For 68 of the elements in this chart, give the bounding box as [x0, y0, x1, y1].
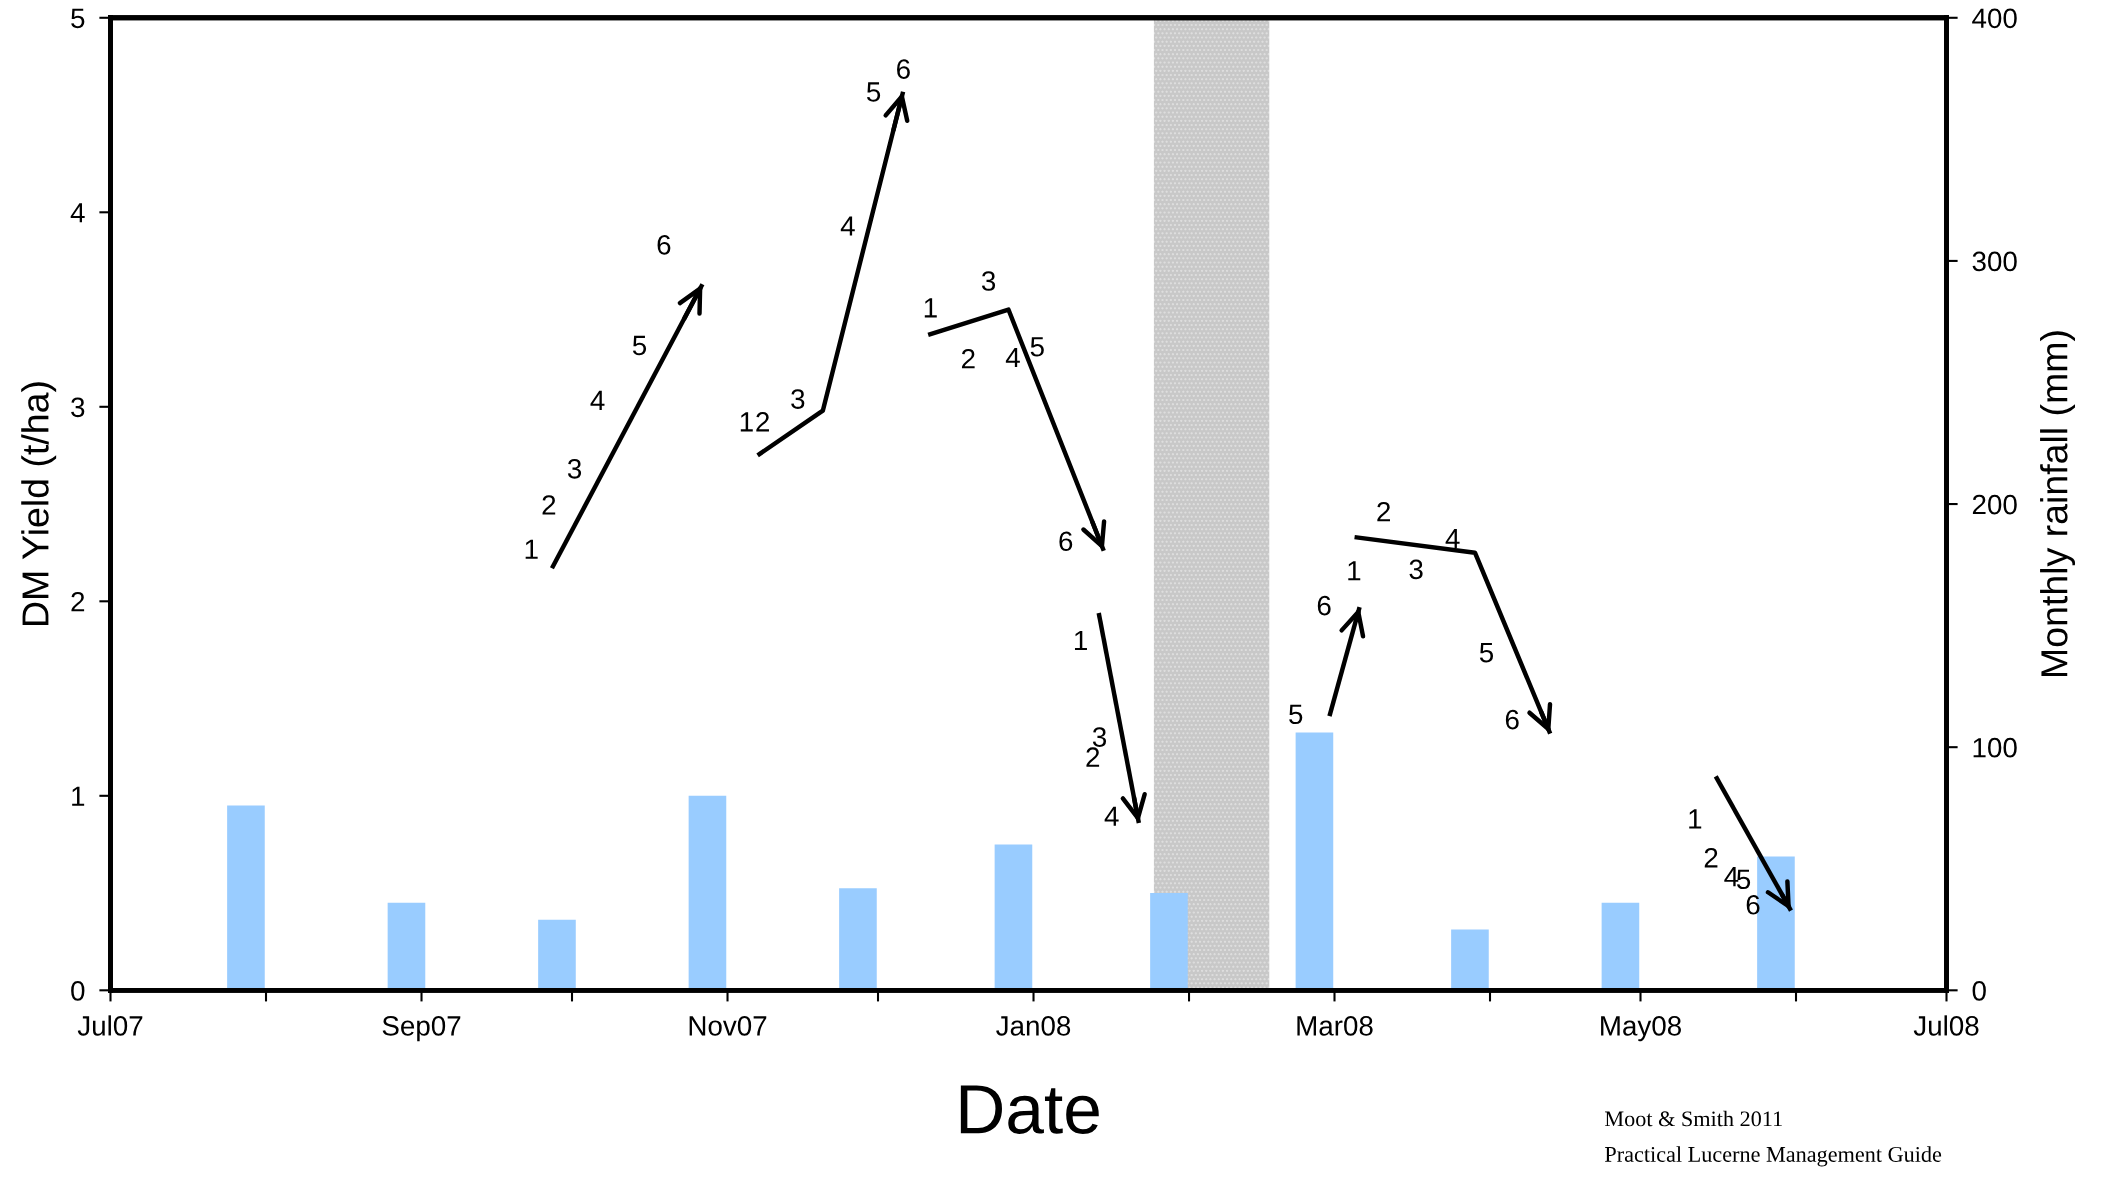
x-tick-label: May08 [1601, 1016, 1681, 1042]
y-tick-label: 5 [71, 8, 85, 29]
bar [227, 805, 265, 991]
text: Moot & Smith 2011 [1605, 1110, 1782, 1127]
annotation: 3 [981, 271, 996, 291]
y2-tick-label: 300 [1972, 251, 2017, 272]
annotation: 1 [740, 412, 753, 432]
x-tick-label: Nov07 [689, 1016, 767, 1036]
annotation: 4 [840, 216, 855, 236]
annotation: 1 [1348, 561, 1361, 581]
annotation: 2 [756, 412, 769, 432]
annotation: 6 [1746, 894, 1760, 915]
annotation: 1 [525, 539, 538, 559]
bar [688, 795, 727, 991]
annotation: 5 [866, 82, 881, 102]
y2-tick-label: 200 [1972, 494, 2017, 515]
annotation: 4 [1445, 529, 1460, 549]
annotation: 2 [1086, 747, 1100, 767]
annotation: 3 [791, 389, 805, 409]
annotation: 5 [1030, 337, 1044, 357]
annotation: 6 [1317, 595, 1331, 616]
annotation: 2 [961, 348, 975, 369]
annotation: 4 [1005, 347, 1020, 368]
text: Practical Lucerne Management Guide [1605, 1146, 1942, 1167]
x-tick-label: Mar08 [1297, 1016, 1373, 1036]
x-tick-label: Jul07 [77, 1015, 143, 1036]
annotation: 3 [567, 458, 582, 479]
annotation: 6 [1505, 709, 1519, 730]
annotation: 4 [1104, 806, 1119, 826]
annotation: 4 [1724, 867, 1739, 887]
y-tick-label: 1 [72, 786, 85, 806]
y2-tick-label: 0 [1972, 980, 1986, 1001]
annotation: 1 [1074, 630, 1087, 651]
bar [1601, 902, 1640, 991]
x-tick-label: Jan08 [996, 1016, 1071, 1036]
bar [1295, 732, 1334, 991]
annotation: 6 [1059, 531, 1073, 552]
x-axis-title: Date [960, 1085, 1099, 1134]
annotation: 2 [542, 495, 556, 515]
annotation: 5 [1479, 643, 1494, 663]
annotation: 1 [924, 298, 937, 318]
annotation: 4 [590, 390, 605, 410]
bar [1150, 893, 1188, 991]
bar [839, 888, 877, 991]
annotation: 3 [1409, 559, 1423, 580]
y2-tick-label: 400 [1972, 8, 2017, 29]
bar [538, 919, 576, 991]
annotation: 5 [1736, 869, 1751, 890]
y-tick-label: 0 [71, 980, 85, 1001]
annotation: 1 [1689, 809, 1702, 829]
bar [994, 844, 1033, 991]
y2-axis-title: Monthly rainfall (mm) [2040, 331, 2076, 676]
annotation: 5 [632, 335, 647, 356]
y-tick-label: 4 [70, 203, 85, 223]
y2-tick-label: 100 [1973, 737, 2017, 758]
annotation: 5 [1289, 704, 1303, 725]
y-axis-title: DM Yield (t/ha) [21, 382, 57, 625]
annotation: 6 [657, 234, 671, 255]
annotation: 2 [1704, 847, 1718, 868]
y-tick-label: 2 [71, 591, 85, 612]
x-tick-label: Sep07 [382, 1016, 461, 1042]
annotation: 3 [1092, 727, 1107, 747]
annotation: 6 [897, 59, 910, 79]
bar [387, 902, 426, 991]
bar [1451, 929, 1489, 991]
x-tick-label: Jul08 [1913, 1015, 1979, 1036]
y-tick-label: 3 [71, 397, 85, 418]
annotation: 2 [1377, 501, 1390, 522]
